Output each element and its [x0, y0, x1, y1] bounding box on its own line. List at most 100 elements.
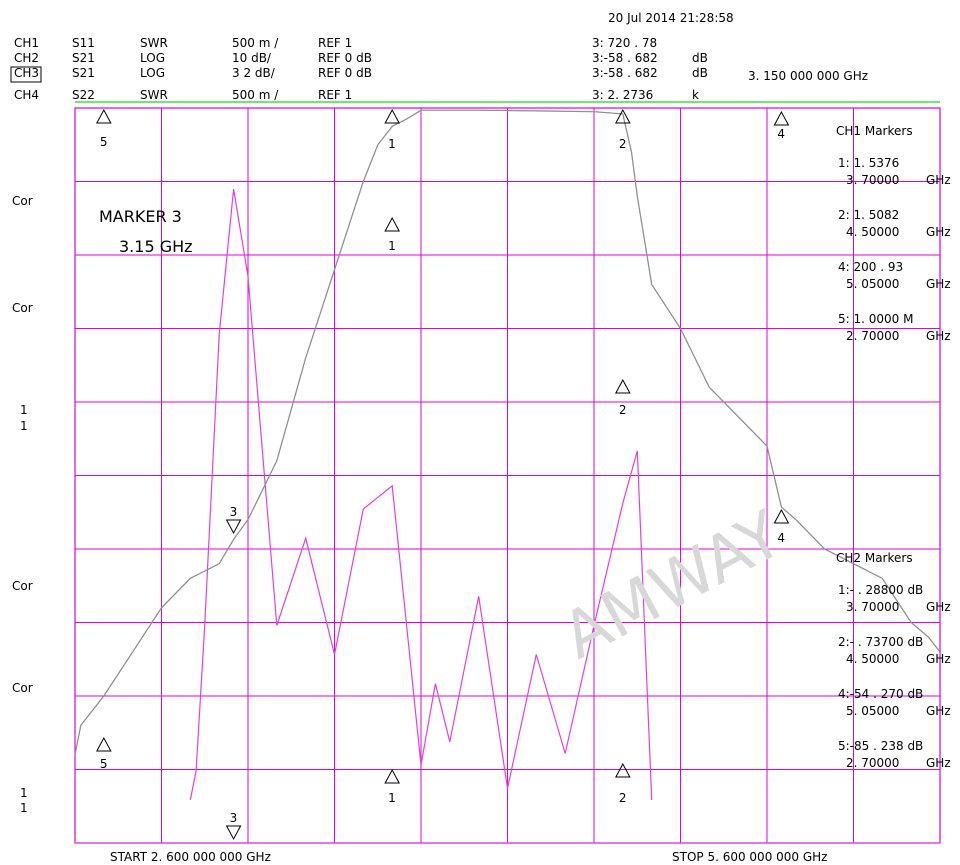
channel-reference: REF 1 [318, 88, 352, 102]
marker-entry-frequency: 3. 70000 [846, 600, 899, 614]
marker-triangle [225, 519, 242, 535]
channel-marker-value: 3: 2. 2736 [592, 88, 653, 102]
s11-trace [189, 189, 653, 801]
channel-marker-value: 3:-58 . 682 [592, 51, 658, 65]
marker-entry-unit: GHz [926, 756, 951, 770]
left-label: 1 [20, 801, 28, 815]
marker-triangle [384, 108, 401, 124]
marker-number: 3 [230, 505, 238, 519]
trace-markers: 1 2 4 5 1 2 3 4 5 1 2 3 [95, 108, 790, 841]
marker-number: 1 [388, 791, 396, 805]
marker-entry-unit: GHz [926, 225, 951, 239]
marker-entry-unit: GHz [926, 704, 951, 718]
channel-format: LOG [140, 51, 165, 65]
channel-label: CH1 [14, 36, 39, 50]
channel-marker-unit: dB [692, 66, 708, 80]
channel-reference: REF 0 dB [318, 51, 372, 65]
marker-triangle [95, 108, 112, 124]
marker-triangle [773, 508, 790, 524]
graticule [74, 107, 941, 844]
marker-entry-value: 4: 200 . 93 [838, 260, 903, 274]
channel-format: LOG [140, 66, 165, 80]
marker-entry-value: 1:- . 28800 dB [838, 583, 923, 597]
marker-entry-frequency: 2. 70000 [846, 329, 899, 343]
channel-label: CH2 [14, 51, 39, 65]
marker-triangle [773, 110, 790, 126]
channel-marker-value: 3:-58 . 682 [592, 66, 658, 80]
marker-entry-unit: GHz [926, 277, 951, 291]
channel-scale: 500 m / [232, 88, 279, 102]
marker-triangle [95, 736, 112, 752]
marker-entry-unit: GHz [926, 329, 951, 343]
channel-marker-unit: dB [692, 51, 708, 65]
marker-number: 5 [100, 757, 108, 771]
marker-entry-frequency: 3. 70000 [846, 173, 899, 187]
channel-label: CH3 [14, 66, 39, 80]
marker-triangle [614, 378, 631, 394]
channel-scale: 500 m / [232, 36, 279, 50]
marker-entry-frequency: 5. 05000 [846, 704, 899, 718]
channel-parameter: S21 [72, 51, 95, 65]
marker-triangle [225, 825, 242, 841]
channel-marker-value: 3: 720 . 78 [592, 36, 657, 50]
left-label: 1 [20, 419, 28, 433]
start-frequency: START 2. 600 000 000 GHz [110, 850, 271, 864]
channel-parameter: S22 [72, 88, 95, 102]
marker-number: 2 [619, 791, 627, 805]
marker-annotation-line2: 3.15 GHz [119, 237, 193, 256]
marker-number: 3 [230, 811, 238, 825]
channel-label: CH4 [14, 88, 39, 102]
marker-entry-frequency: 5. 05000 [846, 277, 899, 291]
marker-entry-value: 5:-85 . 238 dB [838, 739, 923, 753]
left-label: Cor [12, 301, 33, 315]
markers-title: CH2 Markers [836, 551, 913, 565]
active-channel-box [10, 66, 42, 83]
marker-number: 2 [619, 403, 627, 417]
marker-entry-frequency: 4. 50000 [846, 225, 899, 239]
left-label: 1 [20, 403, 28, 417]
left-label: Cor [12, 194, 33, 208]
marker-entry-value: 5: 1. 0000 M [838, 312, 913, 326]
marker-number: 1 [388, 137, 396, 151]
marker-entry-unit: GHz [926, 173, 951, 187]
channel-parameter: S21 [72, 66, 95, 80]
marker-number: 5 [100, 135, 108, 149]
channel-reference: REF 1 [318, 36, 352, 50]
channel-format: SWR [140, 36, 168, 50]
marker-entry-value: 2:- . 73700 dB [838, 635, 923, 649]
marker-entry-frequency: 4. 50000 [846, 652, 899, 666]
marker-entry-unit: GHz [926, 652, 951, 666]
marker-number: 4 [777, 531, 785, 545]
marker-annotation-line1: MARKER 3 [99, 207, 182, 226]
channel-marker-unit: k [692, 88, 699, 102]
marker-entry-value: 1: 1. 5376 [838, 156, 899, 170]
timestamp: 20 Jul 2014 21:28:58 [608, 11, 734, 25]
marker-number: 4 [777, 127, 785, 141]
channel-parameter: S11 [72, 36, 95, 50]
marker-triangle [384, 768, 401, 784]
marker-triangle [614, 108, 631, 124]
marker-entry-value: 2: 1. 5082 [838, 208, 899, 222]
channel-scale: 3 2 dB/ [232, 66, 276, 80]
s21-stopband-trace [74, 109, 941, 755]
channel-scale: 10 dB/ [232, 51, 272, 65]
markers-title: CH1 Markers [836, 124, 913, 138]
marker-entry-value: 4:-54 . 270 dB [838, 687, 923, 701]
marker-entry-unit: GHz [926, 600, 951, 614]
watermark: AMWAY [551, 497, 796, 674]
marker-triangle [614, 762, 631, 778]
channel-format: SWR [140, 88, 168, 102]
marker-frequency: 3. 150 000 000 GHz [748, 69, 868, 83]
channel-reference: REF 0 dB [318, 66, 372, 80]
left-label: Cor [12, 579, 33, 593]
marker-number: 1 [388, 239, 396, 253]
left-label: 1 [20, 786, 28, 800]
marker-triangle [384, 216, 401, 232]
ch1-markers-panel: CH1 Markers 1: 1. 5376 3. 70000 GHz 2: 1. 50… [836, 124, 951, 343]
left-label: Cor [12, 681, 33, 695]
channel-header: CH1 S11 SWR 500 m / REF 1 3: 720 . 78 CH2 S21 LO… [14, 36, 708, 102]
stop-frequency: STOP 5. 600 000 000 GHz [672, 850, 827, 864]
